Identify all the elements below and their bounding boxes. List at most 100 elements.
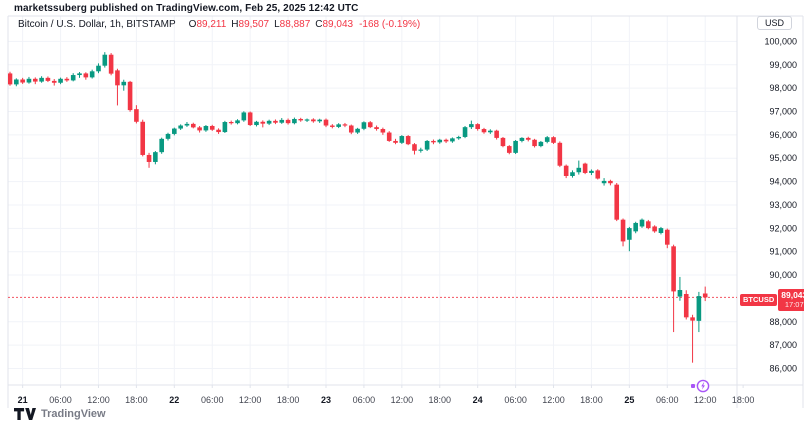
event-dot-icon [691,384,695,388]
candle-body [58,78,63,83]
bar-countdown: 17:07 [784,300,804,309]
x-axis-label[interactable]: 22 [169,395,179,405]
ohlc-label: C [315,19,323,30]
candle-body [367,122,373,128]
x-axis-label[interactable]: 06:00 [504,395,527,405]
candle-body [538,141,544,147]
x-axis-label[interactable]: 24 [473,395,483,405]
candle-body [336,124,341,127]
x-axis-label[interactable]: 25 [624,395,634,405]
ohlc-value: 88,887 [279,19,311,30]
x-axis-label[interactable]: 12:00 [87,395,110,405]
y-axis-label[interactable]: 95,000 [769,153,797,163]
candle-body [424,140,430,150]
candle-body [595,170,601,179]
candle-body [51,80,57,83]
candle-body [582,163,588,173]
symbol-title: Bitcoin / U.S. Dollar, 1h, BITSTAMP [18,19,176,30]
candle-body [298,118,304,121]
candle-body [121,81,127,86]
x-axis-label[interactable]: 06:00 [201,395,224,405]
y-axis-label[interactable]: 92,000 [769,223,797,233]
x-axis-label[interactable]: 12:00 [542,395,565,405]
x-axis-label[interactable]: 18:00 [580,395,603,405]
candle-body [639,219,645,227]
candle-body [380,129,386,133]
tradingview-logo: TradingView [14,408,106,420]
x-axis-label[interactable]: 12:00 [391,395,414,405]
candle-body [614,184,620,220]
x-axis-label[interactable]: 12:00 [694,395,717,405]
y-axis-label[interactable]: 97,000 [769,106,797,116]
chart-legend: Bitcoin / U.S. Dollar, 1h, BITSTAMP O89,2… [18,19,420,30]
attribution-text: marketssuberg published on TradingView.c… [14,3,359,14]
x-axis-label[interactable]: 12:00 [239,395,262,405]
candle-body [576,167,582,173]
candle-body [405,136,411,145]
candle-body [488,130,493,133]
change-value: -168 (-0.19%) [359,19,421,30]
candle-body [26,78,32,83]
candle-body [273,120,278,123]
x-axis-label[interactable]: 18:00 [277,395,300,405]
candle-body [323,119,329,126]
x-axis-label[interactable]: 23 [321,395,331,405]
candle-body [45,77,51,81]
x-axis-label[interactable]: 18:00 [732,395,755,405]
x-axis-label[interactable]: 18:00 [125,395,148,405]
y-axis-label[interactable]: 98,000 [769,83,797,93]
candle-body [70,75,76,81]
x-axis-label[interactable]: 21 [18,395,28,405]
candles-layer [8,52,737,363]
candle-body [412,144,417,151]
y-axis-label[interactable]: 99,000 [769,60,797,70]
candle-body [190,123,196,128]
y-axis-label[interactable]: 86,000 [769,364,797,374]
candle-body [646,221,651,229]
ohlc-label: H [231,19,239,30]
candle-body [20,79,25,83]
candle-body [532,139,537,147]
candle-body [601,180,607,184]
x-axis-label[interactable]: 06:00 [353,395,376,405]
y-axis-label[interactable]: 96,000 [769,130,797,140]
last-price-value: 89,043 [781,290,804,300]
ohlc-value: 89,507 [238,19,270,30]
x-axis-label[interactable]: 18:00 [428,395,451,405]
candle-body [399,136,405,143]
candle-body [102,54,108,66]
y-axis-label[interactable]: 90,000 [769,270,797,280]
candle-body [696,296,702,321]
candle-body [570,172,575,176]
candle-body [77,73,82,76]
candle-body [374,127,379,130]
y-axis-label[interactable]: 91,000 [769,247,797,257]
candle-body [279,119,285,123]
y-axis-label[interactable]: 93,000 [769,200,797,210]
candle-body [153,152,158,162]
candle-body [330,125,335,127]
candle-body [690,317,695,321]
candle-body [247,112,253,126]
candle-body [519,137,525,141]
candle-body [127,81,133,111]
candle-body [494,130,499,138]
candle-body [304,119,310,121]
currency-button[interactable]: USD [756,16,792,30]
ohlc-label: O [188,19,197,30]
last-price-badge[interactable]: BTCUSD 89,043 17:07 [740,289,804,311]
x-axis-label[interactable]: 06:00 [49,395,72,405]
candle-body [386,132,392,141]
candle-body [115,70,120,86]
y-axis-label[interactable]: 87,000 [769,340,797,350]
candle-body [589,170,594,173]
candle-body [159,138,164,153]
candle-body [481,129,487,133]
y-axis-label[interactable]: 88,000 [769,317,797,327]
event-lightning-icon[interactable] [696,379,710,393]
ohlc-label: L [274,19,280,30]
y-axis-label[interactable]: 100,000 [764,36,797,46]
x-axis-label[interactable]: 06:00 [656,395,679,405]
y-axis-label[interactable]: 94,000 [769,177,797,187]
